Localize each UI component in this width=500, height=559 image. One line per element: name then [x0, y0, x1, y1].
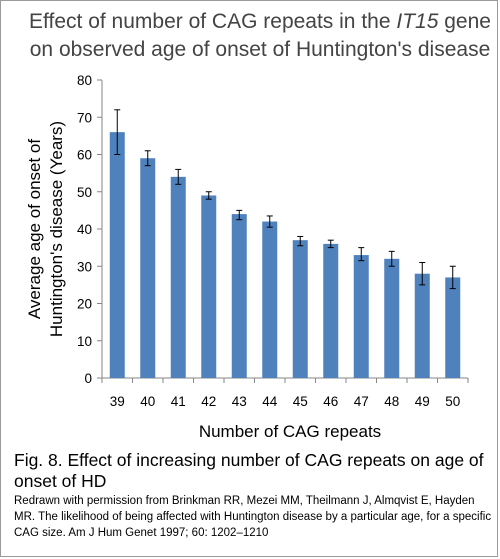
y-tick-label: 60: [77, 148, 92, 163]
bar-44: [262, 221, 278, 378]
y-tick-label: 0: [84, 371, 92, 386]
x-tick-label: 50: [445, 394, 460, 409]
x-tick-label: 46: [323, 394, 338, 409]
x-tick-label: 40: [140, 394, 155, 409]
x-tick-label: 44: [262, 394, 278, 409]
y-tick-label: 80: [77, 73, 92, 88]
bar-42: [201, 195, 217, 378]
chart-title-part-1: Effect of number of CAG repeats in the: [29, 10, 397, 33]
chart-title-part-3: gene: [438, 10, 491, 33]
x-tick-label: 42: [201, 394, 216, 409]
y-tick-label: 30: [77, 259, 92, 274]
x-tick-label: 48: [384, 394, 399, 409]
chart-title-line-2: on observed age of onset of Huntington's…: [29, 38, 491, 61]
x-tick-label: 39: [110, 394, 125, 409]
bar-43: [231, 214, 247, 378]
chart-title: Effect of number of CAG repeats in the I…: [20, 8, 500, 64]
y-tick-label: 20: [77, 297, 92, 312]
y-axis-title-line-2: Huntington's disease (Years): [47, 121, 66, 337]
bar-45: [292, 240, 308, 378]
x-tick-label: 49: [415, 394, 430, 409]
bar-40: [140, 158, 156, 378]
figure-caption: Fig. 8. Effect of increasing number of C…: [14, 450, 484, 491]
y-tick-label: 40: [77, 222, 92, 237]
bar-47: [353, 255, 369, 378]
chart-title-gene: IT15: [396, 10, 439, 33]
bar-50: [445, 277, 461, 378]
bar-39: [109, 132, 125, 378]
figure-credit: Redrawn with permission from Brinkman RR…: [14, 495, 492, 539]
x-tick-label: 43: [232, 394, 247, 409]
y-tick-label: 10: [77, 334, 92, 349]
bar-48: [384, 258, 400, 378]
y-axis-title-line-1: Average age of onset of: [25, 139, 44, 319]
bar-46: [323, 243, 339, 378]
x-tick-label: 41: [171, 394, 186, 409]
bar-49: [414, 273, 430, 378]
x-tick-label: 47: [354, 394, 369, 409]
x-tick-label: 45: [293, 394, 308, 409]
y-tick-label: 70: [77, 110, 92, 125]
x-axis-title: Number of CAG repeats: [199, 422, 381, 441]
bar-chart: 0 10 20 30 40 50 60 70 80 39 40 41 42 43 44 45 46 47 48 49 5…: [25, 73, 469, 441]
bar-41: [170, 176, 186, 378]
y-tick-label: 50: [77, 185, 92, 200]
